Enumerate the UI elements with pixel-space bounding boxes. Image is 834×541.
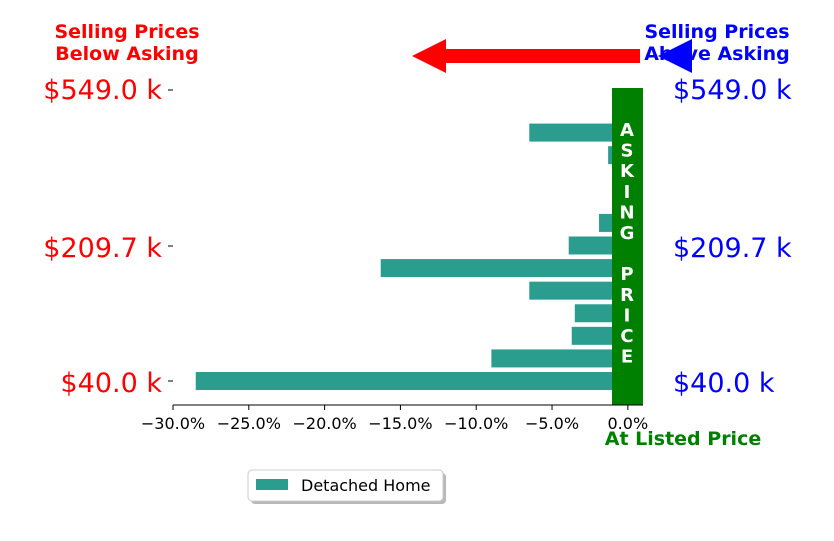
asking-letter-2: K xyxy=(620,161,635,182)
price-label-left-top: $549.0 k xyxy=(43,75,162,106)
asking-letter-0: A xyxy=(620,120,634,141)
legend-label: Detached Home xyxy=(301,476,431,495)
x-tick-label-6: 0.0% xyxy=(608,414,649,433)
asking-letter-4: N xyxy=(619,202,634,223)
x-ticks-group: −30.0% −25.0% −20.0% −15.0% −10.0% −5.0% 0.0% xyxy=(141,405,648,433)
x-tick-label-1: −25.0% xyxy=(217,414,281,433)
asking-letter-3: I xyxy=(624,182,631,203)
price-label-right-top: $549.0 k xyxy=(673,75,792,106)
x-tick-label-0: −30.0% xyxy=(141,414,205,433)
asking-price-band xyxy=(612,88,643,405)
right-header-line-1: Selling Prices xyxy=(644,21,789,43)
legend: Detached Home xyxy=(247,469,446,504)
x-tick-label-3: −15.0% xyxy=(368,414,432,433)
asking-letter-7: P xyxy=(620,264,633,285)
asking-letter-8: R xyxy=(620,285,634,306)
bar-7 xyxy=(380,259,628,278)
bar-11 xyxy=(491,349,628,368)
price-label-left-mid: $209.7 k xyxy=(43,233,162,264)
price-label-right-bottom: $40.0 k xyxy=(673,368,775,399)
x-tick-label-5: −5.0% xyxy=(525,414,579,433)
asking-letter-10: C xyxy=(620,326,633,347)
bar-1 xyxy=(529,123,628,142)
asking-letter-11: E xyxy=(621,347,633,368)
at-listed-price-label: At Listed Price xyxy=(605,428,761,450)
asking-letter-5: G xyxy=(620,223,635,244)
price-label-left-bottom: $40.0 k xyxy=(60,368,162,399)
price-label-right-mid: $209.7 k xyxy=(673,233,792,264)
x-tick-label-4: −10.0% xyxy=(444,414,508,433)
bar-8 xyxy=(529,281,628,300)
above-asking-arrow xyxy=(658,39,692,73)
asking-letter-9: I xyxy=(624,305,631,326)
x-tick-label-2: −20.0% xyxy=(292,414,356,433)
below-asking-arrow xyxy=(412,39,640,73)
bar-12 xyxy=(195,372,628,390)
legend-swatch xyxy=(256,479,288,490)
left-header-line-2: Below Asking xyxy=(55,43,198,65)
left-header-line-1: Selling Prices xyxy=(54,21,199,43)
asking-letter-1: S xyxy=(621,141,634,162)
bars-group xyxy=(195,101,633,390)
